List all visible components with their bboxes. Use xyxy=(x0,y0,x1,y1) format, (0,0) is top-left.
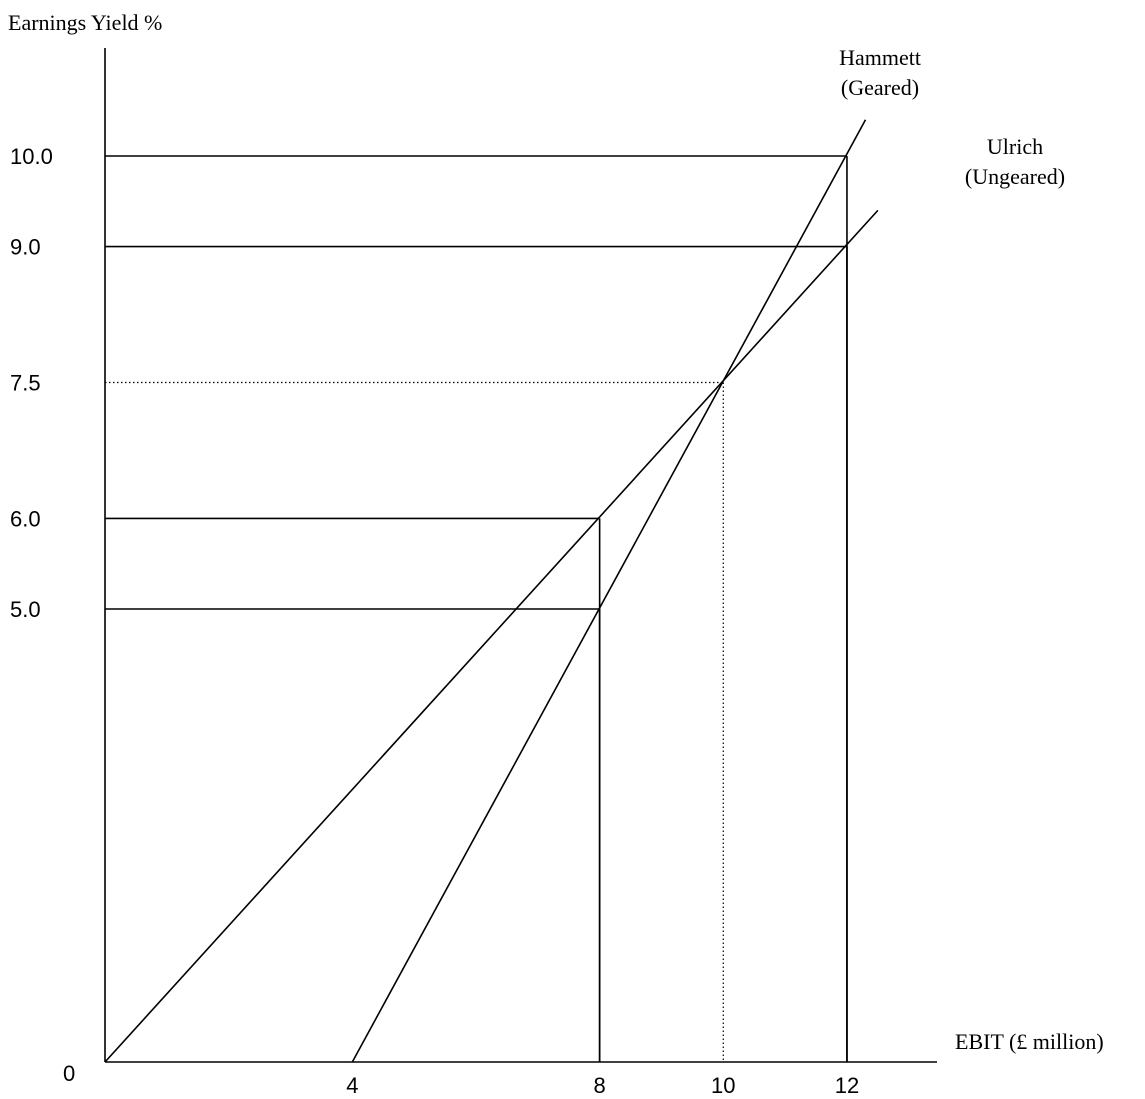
x-axis-label: EBIT (£ million) xyxy=(955,1029,1104,1054)
reference-lines xyxy=(105,155,848,1062)
x-tick-label: 12 xyxy=(835,1073,859,1098)
y-axis-label: Earnings Yield % xyxy=(8,10,162,35)
tick-labels: 10.0 9.0 7.5 6.0 5.0 4 8 10 12 xyxy=(10,144,859,1098)
series-line-0 xyxy=(351,119,867,1063)
y-tick-label: 9.0 xyxy=(10,235,41,260)
x-tick-label: 4 xyxy=(346,1073,358,1098)
series-label-0: Hammett (Geared) xyxy=(839,45,921,100)
series-line-1 xyxy=(104,209,879,1063)
y-tick-label: 6.0 xyxy=(10,506,41,531)
origin-label: 0 xyxy=(63,1061,75,1086)
y-tick-label: 10.0 xyxy=(10,144,53,169)
y-tick-label: 7.5 xyxy=(10,371,41,396)
x-tick-label: 8 xyxy=(594,1073,606,1098)
x-tick-label: 10 xyxy=(711,1073,735,1098)
series-labels: Hammett (Geared) Ulrich (Ungeared) xyxy=(839,45,1065,189)
series-label-1: Ulrich (Ungeared) xyxy=(965,134,1065,189)
y-tick-label: 5.0 xyxy=(10,597,41,622)
series-lines xyxy=(104,119,879,1063)
